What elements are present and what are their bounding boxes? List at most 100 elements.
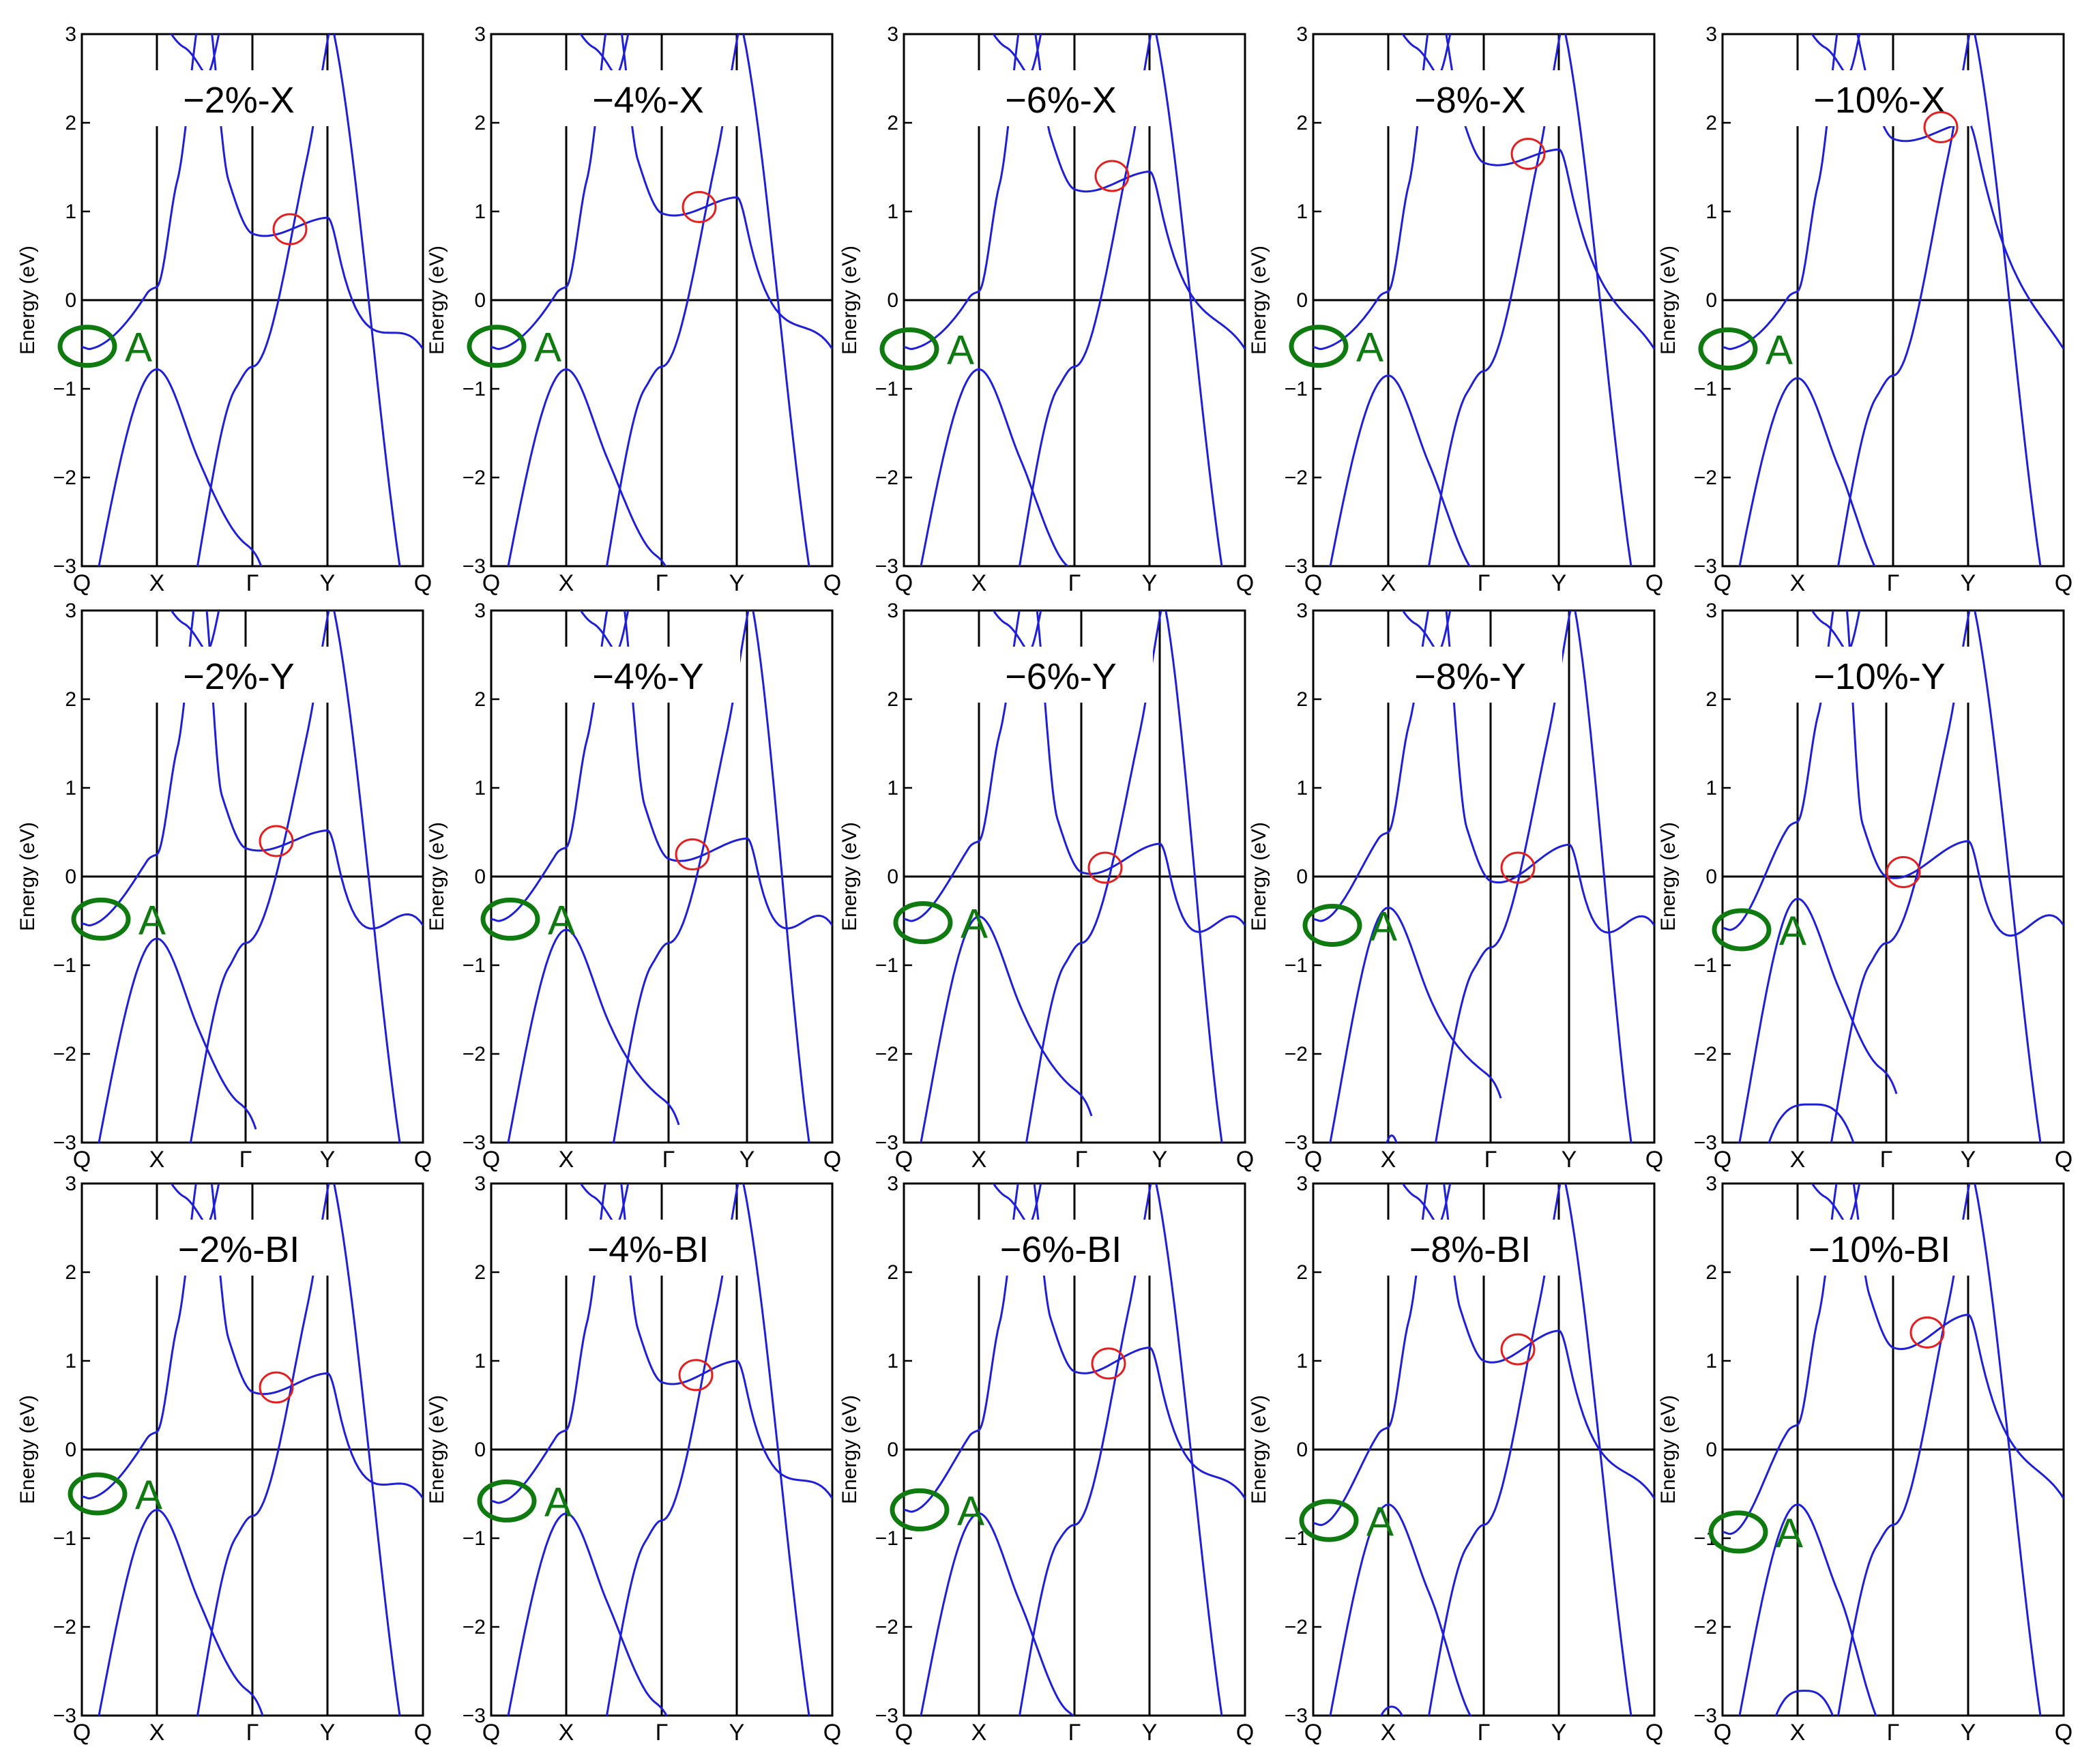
panel-title: −10%-Y [1813,656,1946,697]
k-point-label: Q [73,1720,91,1746]
k-point-label: Y [729,570,745,596]
band-line [742,34,810,566]
band-line [1738,897,1898,1143]
green-a-marker [57,325,117,368]
panel-title: −4%-Y [592,656,704,697]
green-a-marker [879,327,939,370]
green-a-marker [71,897,131,941]
red-crossing-marker [1087,851,1123,884]
red-crossing-marker [1923,111,1959,143]
y-tick-label: −3 [1694,1132,1717,1154]
y-tick-label: −3 [875,555,898,578]
y-tick-label: −2 [875,467,898,489]
k-point-label: Q [1236,570,1254,596]
k-point-label: Q [1236,1720,1254,1746]
y-tick-label: 3 [887,600,898,622]
band-line [1329,906,1502,1143]
k-point-label: Q [1645,1147,1663,1173]
y-tick-label: 1 [65,201,76,223]
marker-a-label: A [947,327,974,373]
y-tick-label: −1 [1285,954,1308,977]
y-tick-label: 1 [1705,1350,1717,1372]
band-line [1974,1184,2042,1716]
red-crossing-marker [678,1359,714,1392]
band-panel: −3 −2 −1 0 1 2 3 Energy (eV) Q X Γ Y Q −2%-BI A [16,1173,432,1746]
k-point-label: Y [729,1720,745,1746]
y-tick-label: 3 [1296,23,1308,46]
band-line [1738,377,1876,566]
y-axis-label: Energy (eV) [838,246,861,355]
band-panel: −3 −2 −1 0 1 2 3 Energy (eV) Q X Γ Y Q −10%-Y A [1657,600,2072,1173]
k-point-label: Q [414,1720,432,1746]
k-point-label: X [149,1720,165,1746]
green-a-marker [68,1472,128,1516]
y-tick-label: −1 [1694,954,1717,977]
panel-title: −6%-X [1005,80,1117,121]
band-panel: −3 −2 −1 0 1 2 3 Energy (eV) Q X Γ Y Q −4%-BI A [426,1173,841,1746]
y-axis-label: Energy (eV) [16,246,39,355]
band-line [1401,34,1452,77]
y-tick-label: −2 [1694,467,1717,489]
k-point-label: Q [823,570,841,596]
k-point-label: X [149,570,165,596]
band-line [1723,1184,2064,1535]
band-line [98,368,263,566]
k-point-label: Y [1551,1720,1567,1746]
y-tick-label: 0 [1705,289,1717,312]
k-point-label: Y [739,1147,755,1173]
band-line [98,937,257,1143]
panel-title: −10%-X [1813,80,1946,121]
red-crossing-marker [1510,138,1546,170]
band-line [333,1184,401,1716]
y-tick-label: −3 [1694,1705,1717,1727]
title-box [969,647,1153,703]
y-axis-label: Energy (eV) [426,822,448,931]
green-a-marker [477,1479,537,1523]
y-tick-label: −2 [53,1616,76,1638]
k-point-label: X [971,570,987,596]
y-tick-label: 3 [887,1173,898,1195]
band-line [491,1184,832,1504]
y-axis-label: Energy (eV) [1657,822,1680,931]
k-point-label: Q [482,570,500,596]
y-tick-label: −1 [463,954,486,977]
band-line [491,611,832,930]
red-crossing-marker [259,825,294,857]
y-tick-label: 0 [474,866,486,888]
k-point-label: Y [1142,1720,1158,1746]
k-point-label: Γ [1880,1147,1893,1173]
y-tick-label: 2 [1296,112,1308,134]
band-line [579,34,630,77]
band-line [333,34,401,566]
k-point-label: X [149,1147,165,1173]
k-point-label: X [1381,1720,1396,1746]
band-line [98,1508,264,1716]
y-tick-label: −3 [53,1705,76,1727]
k-point-label: Γ [246,570,259,596]
marker-a-label: A [1776,1510,1803,1556]
y-tick-label: 0 [1705,866,1717,888]
band-line [1379,1705,1404,1716]
band-line [920,1512,1074,1716]
k-point-label: Q [1236,1147,1254,1173]
k-point-label: Q [73,1147,91,1173]
y-tick-label: −3 [463,555,486,578]
y-axis-label: Energy (eV) [1248,1395,1270,1504]
marker-a-label: A [548,897,575,943]
k-point-label: Q [414,1147,432,1173]
k-point-label: Q [895,1147,913,1173]
marker-a-label: A [544,1479,572,1525]
k-point-label: Γ [239,1147,252,1173]
title-box [1378,647,1562,703]
title-box [556,647,740,703]
y-tick-label: 0 [887,289,898,312]
k-point-label: Q [414,570,432,596]
k-point-label: Y [1562,1147,1577,1173]
k-point-label: Q [1714,570,1731,596]
y-tick-label: 1 [1296,1350,1308,1372]
band-line [920,915,1093,1143]
y-axis-label: Energy (eV) [426,1395,448,1504]
k-point-label: X [1381,1147,1396,1173]
band-line [1329,1503,1472,1716]
